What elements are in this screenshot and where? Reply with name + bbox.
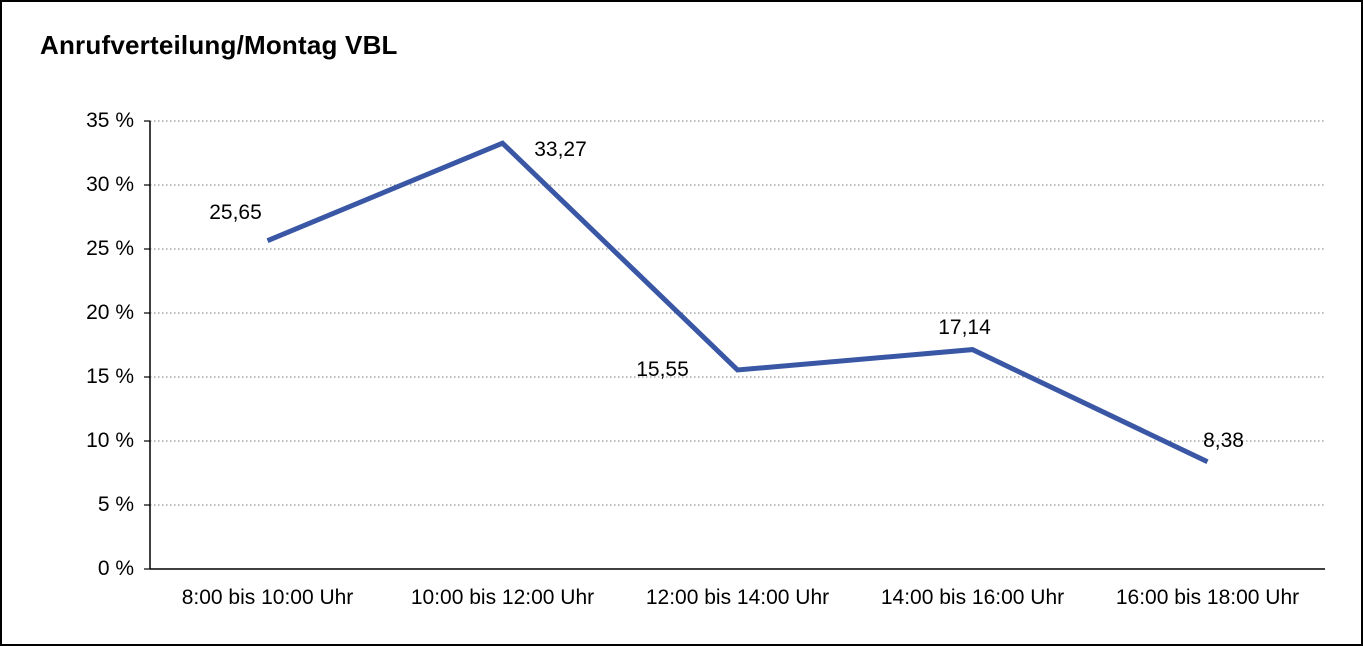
chart-title: Anrufverteilung/Montag VBL [40, 30, 398, 60]
y-axis-tick-label: 5 % [97, 493, 134, 516]
x-axis-category-label: 12:00 bis 14:00 Uhr [645, 586, 830, 609]
data-point-label: 15,55 [636, 357, 689, 381]
x-axis-category-label: 14:00 bis 16:00 Uhr [880, 586, 1065, 609]
x-axis-category-label: 10:00 bis 12:00 Uhr [410, 586, 595, 609]
data-point-label: 17,14 [938, 315, 991, 339]
data-point-label: 25,65 [209, 200, 262, 224]
y-axis-tick-label: 10 % [86, 429, 134, 452]
y-axis-tick-label: 20 % [86, 301, 134, 324]
data-point-label: 33,27 [534, 138, 587, 162]
y-axis-tick-label: 25 % [86, 237, 134, 260]
x-axis-category-label: 8:00 bis 10:00 Uhr [181, 586, 354, 609]
y-axis-tick-label: 15 % [86, 365, 134, 388]
x-axis-category-label: 16:00 bis 18:00 Uhr [1115, 586, 1300, 609]
y-axis-tick-label: 35 % [86, 109, 134, 132]
y-axis-tick-label: 30 % [86, 173, 134, 196]
y-axis-tick-label: 0 % [97, 557, 134, 580]
data-series-line [266, 140, 1209, 464]
data-point-label: 8,38 [1203, 428, 1244, 452]
